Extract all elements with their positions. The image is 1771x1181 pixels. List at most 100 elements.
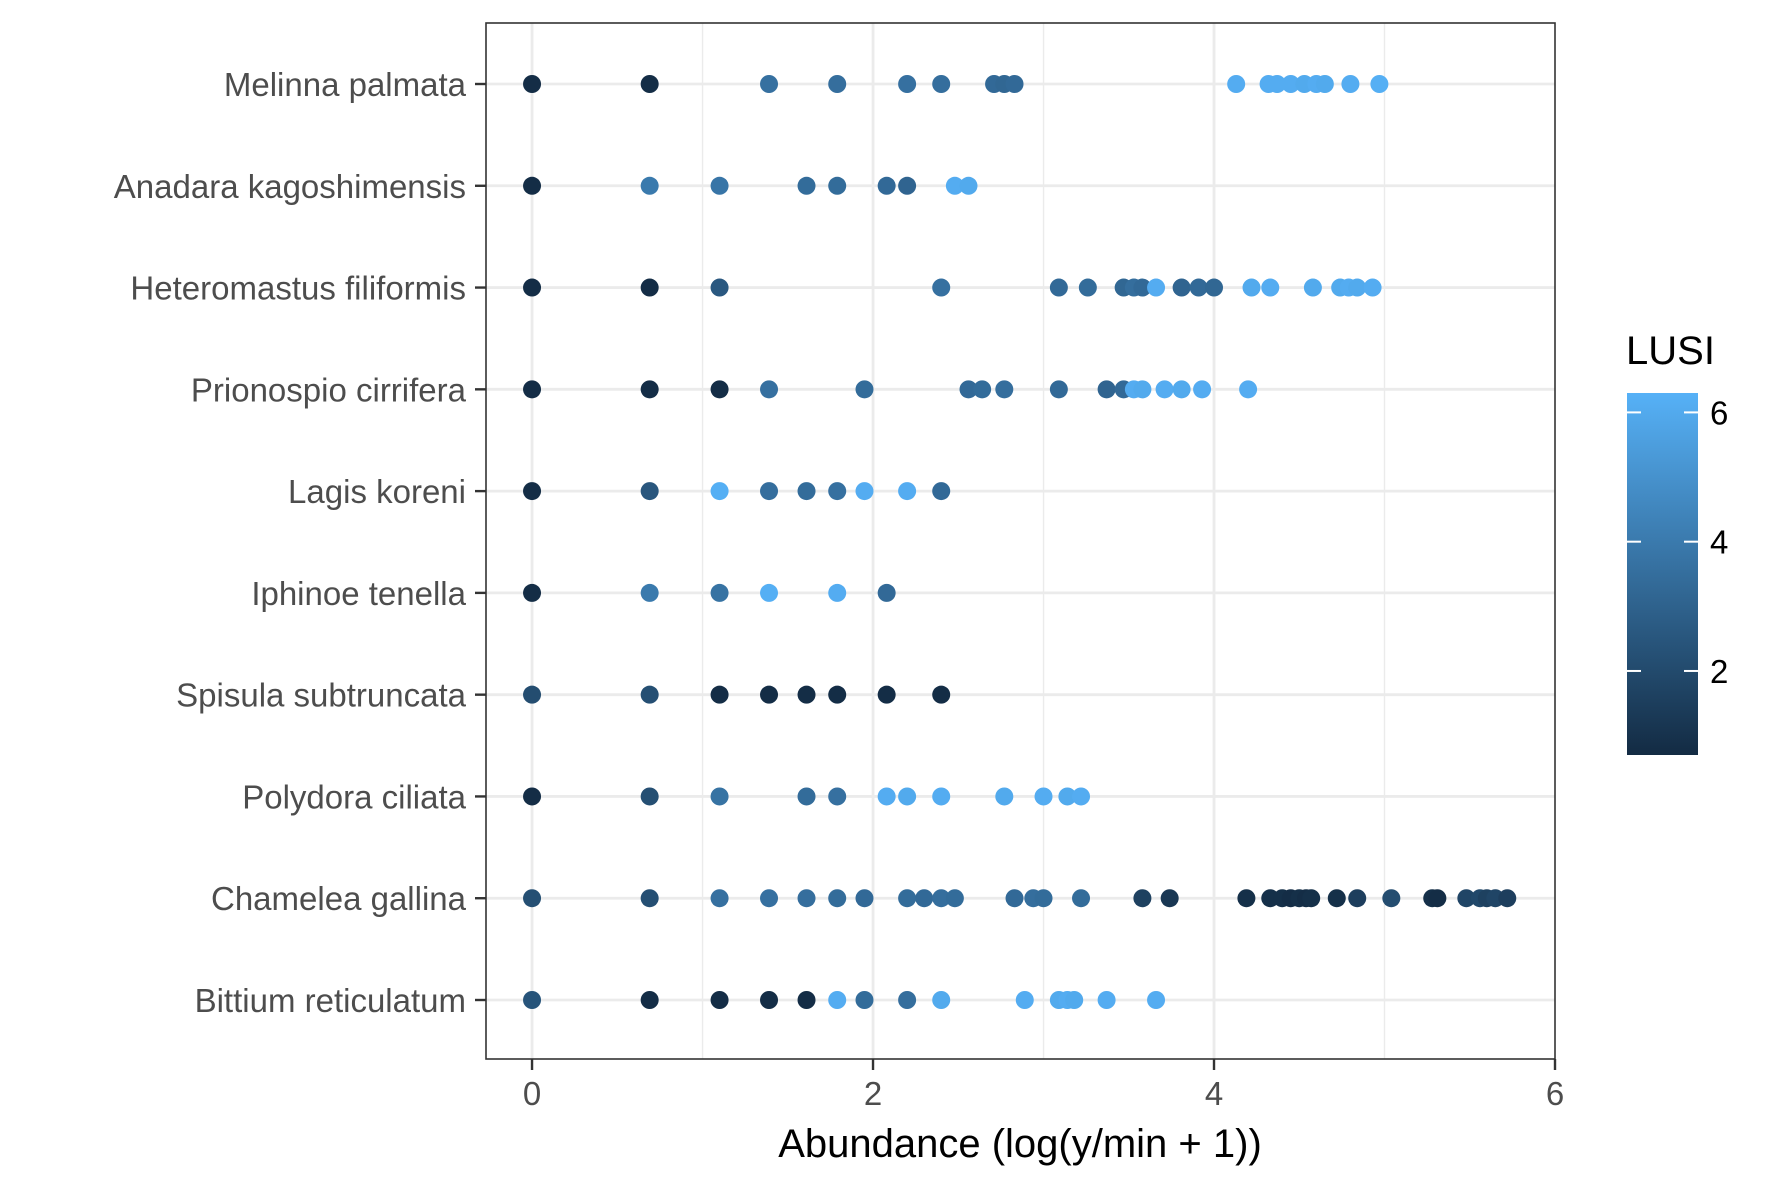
data-point xyxy=(932,278,951,297)
data-point xyxy=(828,176,847,195)
y-tick-label: Iphinoe tenella xyxy=(251,575,466,612)
data-point xyxy=(640,75,659,93)
data-point xyxy=(1005,889,1024,908)
data-point xyxy=(1147,278,1166,297)
data-point xyxy=(1498,889,1517,908)
data-point xyxy=(995,380,1014,399)
series-chamelea-gallina xyxy=(523,889,1517,908)
data-point xyxy=(1268,75,1287,93)
data-point xyxy=(1172,380,1191,399)
data-point xyxy=(760,380,779,399)
data-point xyxy=(855,889,874,908)
y-tick-label: Chamelea gallina xyxy=(211,880,467,917)
data-point xyxy=(640,278,659,297)
data-point xyxy=(640,482,659,501)
data-point xyxy=(1072,889,1091,908)
data-point xyxy=(877,787,896,806)
data-point xyxy=(710,583,729,602)
data-point xyxy=(523,380,542,399)
data-point xyxy=(710,380,729,399)
data-point xyxy=(710,278,729,297)
data-point xyxy=(1205,278,1224,297)
data-point xyxy=(797,991,816,1009)
x-tick-label: 0 xyxy=(523,1075,541,1112)
data-point xyxy=(760,889,779,908)
colorbar xyxy=(1627,393,1698,755)
data-point xyxy=(1189,278,1208,297)
colorbar-ticks: 2 4 6 xyxy=(1627,394,1728,690)
data-point xyxy=(828,787,847,806)
data-point xyxy=(710,889,729,908)
data-point xyxy=(710,685,729,704)
data-point xyxy=(1034,889,1053,908)
data-point xyxy=(797,176,816,195)
data-point xyxy=(932,991,951,1009)
y-axis: Melinna palmata Anadara kagoshimensis Hete… xyxy=(114,66,486,1019)
data-point xyxy=(828,583,847,602)
data-point xyxy=(932,482,951,501)
data-point xyxy=(1303,278,1322,297)
data-point xyxy=(1239,380,1258,399)
data-point xyxy=(640,176,659,195)
data-point xyxy=(1457,889,1476,908)
series-anadara-kagoshimensis xyxy=(523,176,978,195)
y-tick-label: Polydora ciliata xyxy=(242,778,466,815)
colorbar-tick-label: 2 xyxy=(1710,653,1728,690)
colorbar-tick-label: 6 xyxy=(1710,394,1728,431)
data-point xyxy=(1005,75,1024,93)
data-point xyxy=(828,75,847,93)
data-point xyxy=(932,685,951,704)
data-point xyxy=(932,889,951,908)
data-point xyxy=(855,482,874,501)
data-point xyxy=(1302,889,1321,908)
data-point xyxy=(1133,380,1152,399)
y-tick-label: Prionospio cirrifera xyxy=(191,371,467,408)
data-point xyxy=(523,685,542,704)
data-point xyxy=(945,176,964,195)
series-spisula-subtruncata xyxy=(523,685,951,704)
data-point xyxy=(945,889,964,908)
data-point xyxy=(710,482,729,501)
y-tick-label: Lagis koreni xyxy=(288,473,466,510)
data-point xyxy=(1155,380,1174,399)
series-heteromastus-filiformis xyxy=(523,278,1382,297)
data-point xyxy=(1341,75,1360,93)
data-point xyxy=(710,991,729,1009)
data-point xyxy=(760,482,779,501)
data-point xyxy=(959,380,978,399)
data-point xyxy=(877,685,896,704)
data-point xyxy=(523,278,542,297)
series-prionospio-cirrifera xyxy=(523,380,1258,399)
series-lagis-koreni xyxy=(523,482,951,501)
plot-background xyxy=(486,23,1555,1059)
data-point xyxy=(932,787,951,806)
data-point xyxy=(1348,889,1367,908)
y-tick-label: Heteromastus filiformis xyxy=(130,270,466,307)
data-point xyxy=(828,991,847,1009)
data-point xyxy=(710,787,729,806)
data-point xyxy=(797,685,816,704)
data-point xyxy=(1327,889,1346,908)
data-point xyxy=(1058,787,1077,806)
series-bittium-reticulatum xyxy=(523,991,1166,1009)
data-point xyxy=(640,787,659,806)
data-point xyxy=(1072,787,1091,806)
data-point xyxy=(898,991,917,1009)
data-point xyxy=(828,889,847,908)
data-point xyxy=(640,991,659,1009)
data-point xyxy=(828,482,847,501)
data-point xyxy=(760,991,779,1009)
data-point xyxy=(1428,889,1447,908)
data-point xyxy=(855,991,874,1009)
data-point xyxy=(898,787,917,806)
grid-minor xyxy=(701,23,1386,1059)
colorbar-legend: LUSI 2 4 6 xyxy=(1626,329,1728,755)
y-tick-label: Anadara kagoshimensis xyxy=(114,168,466,205)
data-point xyxy=(1237,889,1256,908)
data-point xyxy=(995,787,1014,806)
data-point xyxy=(523,889,542,908)
data-point xyxy=(797,787,816,806)
data-point xyxy=(1034,787,1053,806)
data-point xyxy=(1133,889,1152,908)
